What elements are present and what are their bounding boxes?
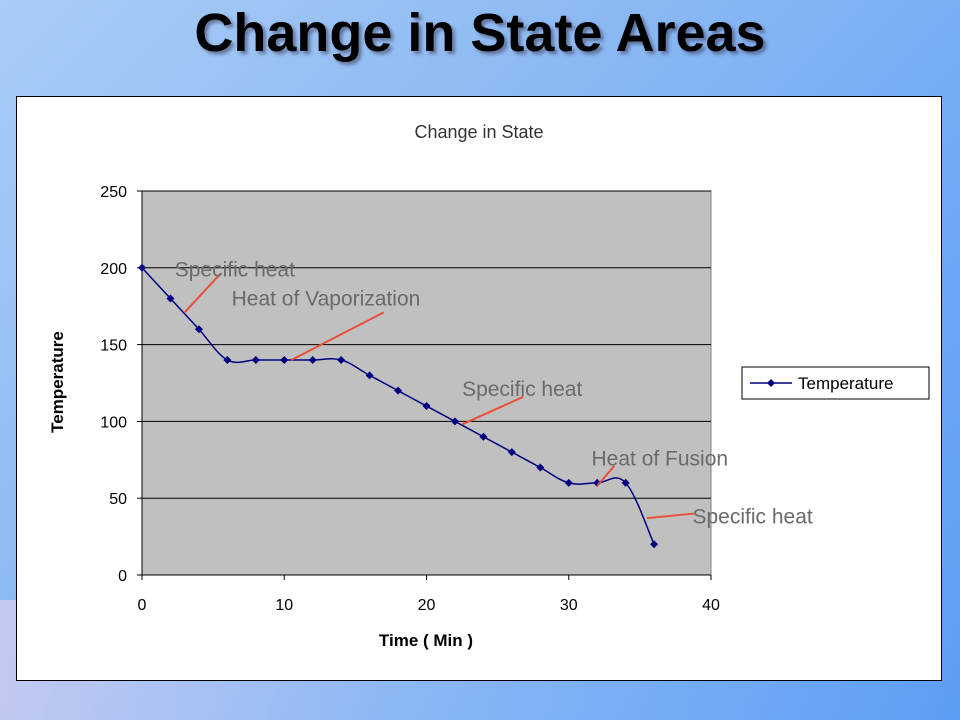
annotation-label: Heat of Vaporization xyxy=(232,288,421,311)
data-point xyxy=(138,263,146,272)
y-tick-label: 50 xyxy=(109,491,127,508)
data-point xyxy=(166,294,175,303)
legend: Temperature xyxy=(741,366,930,400)
x-tick-label: 40 xyxy=(702,597,720,614)
legend-marker xyxy=(767,379,775,387)
annotation-pointer xyxy=(596,465,616,487)
annotation-pointer xyxy=(646,512,695,520)
plot-area xyxy=(141,190,712,576)
line-chart: Change in State 0 50 100 150 200 250 0 10 20 30 40… xyxy=(48,122,930,650)
y-tick-label: 250 xyxy=(100,184,127,201)
data-point xyxy=(251,355,260,364)
data-point xyxy=(194,325,203,334)
x-tick-label: 20 xyxy=(418,597,436,614)
y-tick-label: 200 xyxy=(100,261,127,278)
annotation-label: Specific heat xyxy=(175,258,295,281)
x-tick-label: 10 xyxy=(275,597,293,614)
y-tick-label: 100 xyxy=(100,414,127,431)
data-point xyxy=(422,402,431,411)
slide-title: Change in State Areas xyxy=(194,3,766,63)
data-point xyxy=(621,478,630,487)
data-point xyxy=(223,355,232,364)
data-point xyxy=(337,355,346,364)
data-point xyxy=(536,463,545,472)
data-point xyxy=(650,540,659,549)
data-point xyxy=(280,355,289,364)
x-tick-label: 0 xyxy=(138,597,147,614)
annotation-pointer xyxy=(461,395,524,426)
legend-label: Temperature xyxy=(798,374,893,393)
annotation-label: Specific heat xyxy=(462,378,582,401)
data-point xyxy=(394,386,403,395)
data-point xyxy=(564,478,573,487)
y-tick-label: 0 xyxy=(118,568,127,585)
annotation-label: Specific heat xyxy=(693,506,813,529)
data-point xyxy=(450,417,459,426)
annotation-pointer xyxy=(183,273,221,314)
y-tick-label: 150 xyxy=(100,338,127,355)
data-point xyxy=(365,371,374,380)
data-point xyxy=(507,448,516,457)
chart-title: Change in State xyxy=(414,122,543,142)
annotation-label: Heat of Fusion xyxy=(592,447,729,470)
data-point xyxy=(479,432,488,441)
y-axis-label: Temperature xyxy=(48,331,67,433)
x-tick-label: 30 xyxy=(560,597,578,614)
annotation-pointer xyxy=(290,311,385,361)
x-axis-label: Time ( Min ) xyxy=(379,631,473,650)
data-point xyxy=(308,355,317,364)
chart-frame: Change in State 0 50 100 150 200 250 0 10 20 30 40… xyxy=(16,96,942,681)
